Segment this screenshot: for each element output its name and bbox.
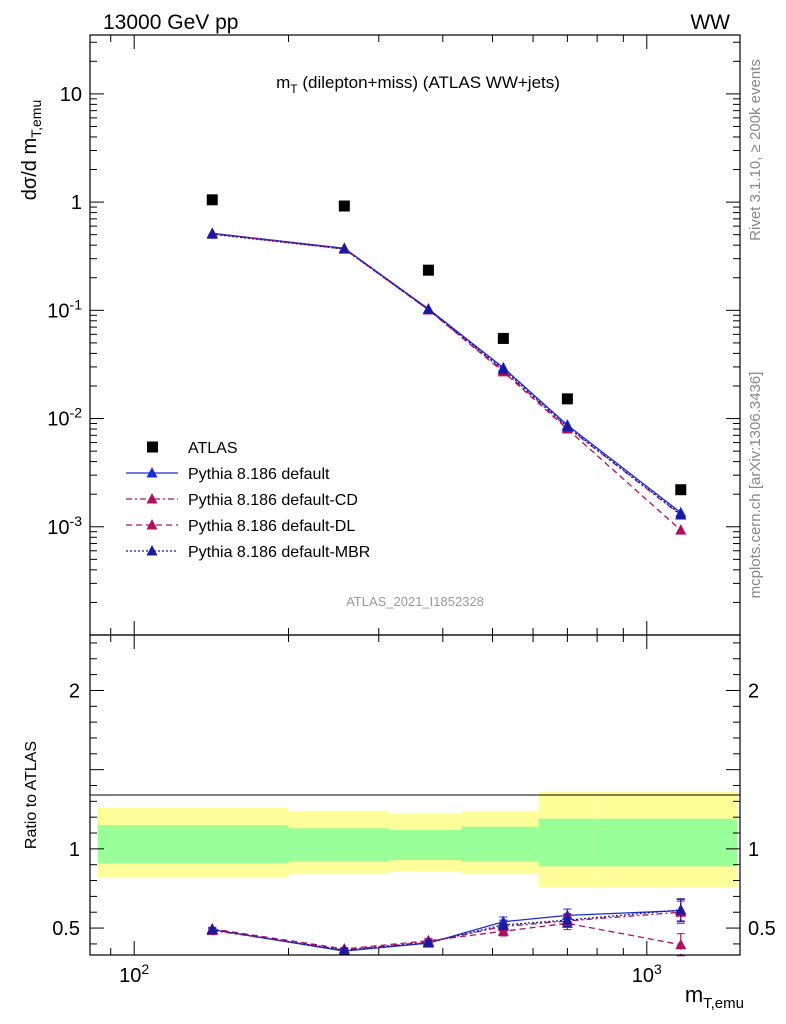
uncertainty-band-inner (538, 818, 593, 867)
legend-marker (146, 545, 158, 556)
ratio-marker (675, 938, 687, 950)
rivet-label: Rivet 3.1.10, ≥ 200k events (747, 59, 764, 241)
x-tick-label: 103 (632, 961, 662, 987)
mcplots-label: mcplots.cern.ch [arXiv:1306.3436] (747, 372, 764, 599)
legend-marker (146, 467, 158, 478)
ratio-marker (338, 944, 350, 955)
atlas-data-point (675, 484, 687, 496)
y-tick-label: 10-1 (47, 296, 82, 322)
legend-label: Pythia 8.186 default-DL (188, 518, 355, 535)
ratio-panel: 0.5 0.5 1 1 2 2 Ratio to ATLAS 102 103 mT,emu (23, 634, 776, 1012)
legend: ATLAS Pythia 8.186 default Pythia 8.186 de… (126, 440, 370, 561)
y-tick-label: 10 (60, 84, 82, 106)
uncertainty-band-inner (389, 829, 462, 860)
uncertainty-band-inner (288, 828, 390, 862)
ratio-frame (89, 634, 741, 956)
atlas-data-point (338, 200, 350, 212)
ratio-marker (422, 936, 434, 948)
ratio-marker (497, 918, 509, 930)
x-axis-label: mT,emu (685, 982, 744, 1012)
series-marker (206, 228, 218, 239)
legend-marker (146, 519, 158, 530)
y-tick-label: 1 (71, 192, 82, 214)
main-panel: 10-3 10-2 10-1 1 10 mT (dilepton+miss) (ATLA… (19, 34, 741, 636)
ratio-y-tick-label: 2 (69, 680, 80, 702)
uncertainty-band-inner (97, 825, 289, 864)
atlas-data-point (497, 332, 509, 344)
series-line (212, 233, 682, 515)
ratio-y-tick-label: 0.5 (748, 918, 776, 940)
uncertainty-band-inner (461, 826, 539, 862)
ratio-ylabel: Ratio to ATLAS (23, 741, 40, 849)
ratio-y-tick-label: 0.5 (52, 918, 80, 940)
uncertainty-band-inner (592, 818, 738, 867)
series-marker (497, 363, 509, 374)
legend-label: Pythia 8.186 default-CD (188, 492, 358, 509)
ratio-marker (497, 925, 509, 936)
main-ylabel: dσ/d mT,emu (19, 100, 44, 201)
atlas-data-point (206, 194, 218, 206)
y-tick-label: 10-3 (47, 513, 82, 539)
series-marker (675, 508, 687, 519)
atlas-data-point (561, 393, 573, 405)
legend-label: Pythia 8.186 default (188, 466, 330, 483)
ratio-marker (675, 903, 687, 915)
series-marker (338, 243, 350, 254)
series-marker (422, 303, 434, 314)
legend-label: ATLAS (188, 440, 238, 457)
series-line (212, 233, 682, 531)
ratio-marker (206, 923, 218, 935)
series-marker (675, 524, 687, 535)
x-tick-label: 102 (119, 961, 149, 987)
series-marker (561, 420, 573, 432)
legend-marker (146, 493, 158, 504)
energy-label: 13000 GeV pp (103, 11, 238, 34)
watermark: ATLAS_2021_I1852328 (346, 594, 484, 609)
ratio-series-line (212, 909, 681, 951)
ratio-y-tick-label: 2 (748, 680, 759, 702)
y-tick-label: 10-2 (47, 405, 82, 431)
legend-marker (147, 441, 158, 453)
ratio-y-tick-label: 1 (69, 839, 80, 861)
ratio-y-tick-label: 1 (748, 839, 759, 861)
ratio-marker (561, 914, 573, 925)
process-label: WW (690, 11, 730, 34)
atlas-data-point (422, 264, 434, 276)
legend-label: Pythia 8.186 default-MBR (188, 544, 370, 561)
main-title: mT (dilepton+miss) (ATLAS WW+jets) (276, 73, 560, 96)
ratio-series-line (212, 909, 681, 952)
ratio-series-line (212, 922, 681, 950)
